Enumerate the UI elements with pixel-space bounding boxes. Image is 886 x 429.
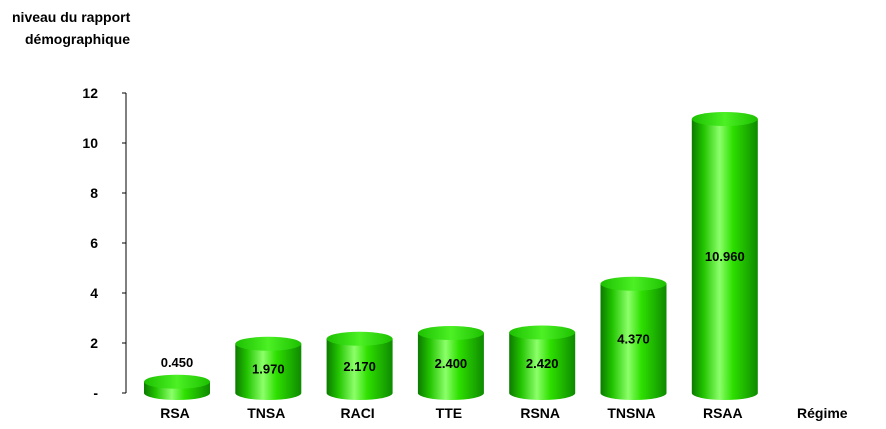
x-tick-label: RSA [160,405,190,421]
data-label: 2.420 [526,356,559,371]
x-tick-label: TTE [436,405,462,421]
data-label: 0.450 [161,355,194,370]
x-tick-label: RSNA [520,405,560,421]
bar-top [691,112,758,126]
bar-body [235,343,302,401]
y-tick-label: 6 [90,235,98,251]
data-label: 1.970 [252,361,285,376]
bar-raci: 2.170 [326,331,393,401]
data-label: 4.370 [617,331,650,346]
y-tick-label: 8 [90,185,98,201]
y-tick-label: - [93,385,98,401]
x-tick-label: TNSA [247,405,285,421]
bar-rsa: 0.450 [144,355,210,400]
bar-top [509,325,576,340]
bar-top [235,336,302,351]
y-axis-title-line-2: démographique [25,31,130,47]
y-axis-title-line-1: niveau du rapport [12,9,131,25]
y-tick-label: 10 [82,135,98,151]
x-axis-title: Régime [797,405,848,421]
y-tick-label: 4 [90,285,98,301]
x-tick-label: RACI [340,405,374,421]
data-label: 2.170 [343,359,376,374]
bar-body [691,119,758,401]
bar-top [417,326,484,340]
bar-tte: 2.400 [417,326,484,401]
y-tick-label: 2 [90,335,98,351]
x-tick-label: RSAA [703,405,743,421]
y-tick-label: 12 [82,85,98,101]
bar-body [417,333,484,401]
bar-top [326,331,393,346]
data-label: 10.960 [705,249,745,264]
bar-body [600,283,667,401]
bar-top [600,276,667,291]
bar-body [326,338,393,401]
x-tick-label: TNSNA [607,405,655,421]
bar-tnsa: 1.970 [235,336,302,401]
bar-body [509,332,576,401]
data-label: 2.400 [435,356,468,371]
bar-rsaa: 10.960 [691,112,758,401]
bar-tnsna: 4.370 [600,276,667,401]
bar-top [144,374,210,389]
bar-rsna: 2.420 [509,325,576,401]
